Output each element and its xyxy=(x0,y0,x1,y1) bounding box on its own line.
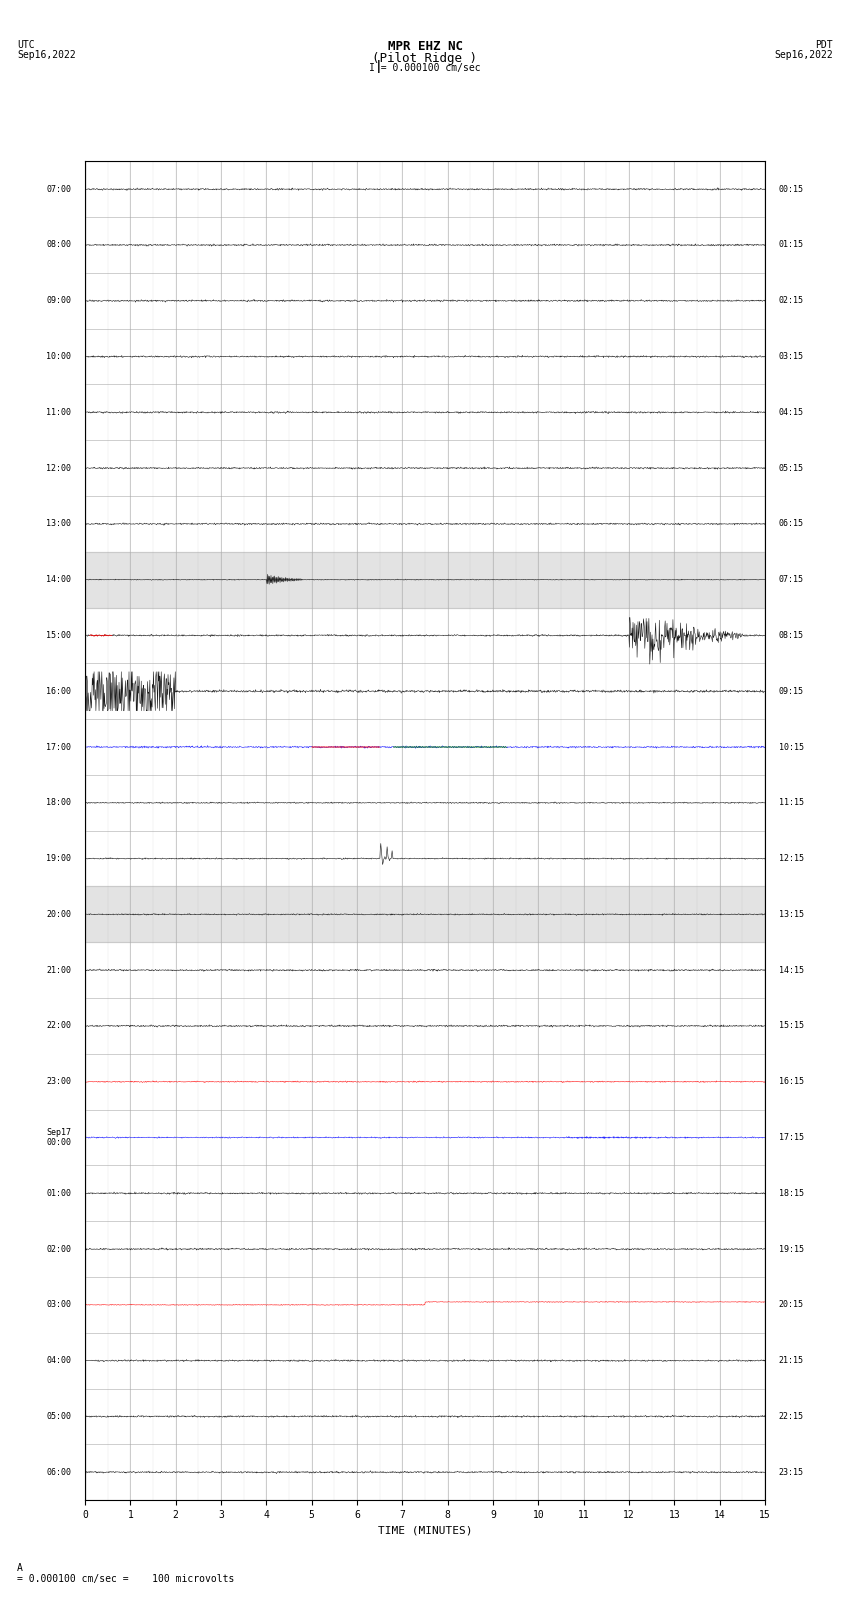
Text: 01:00: 01:00 xyxy=(47,1189,71,1198)
Text: 11:00: 11:00 xyxy=(47,408,71,416)
Text: 12:15: 12:15 xyxy=(779,855,803,863)
Text: 05:00: 05:00 xyxy=(47,1411,71,1421)
Text: |: | xyxy=(375,60,382,73)
Text: 15:15: 15:15 xyxy=(779,1021,803,1031)
Text: 08:00: 08:00 xyxy=(47,240,71,250)
Text: 01:15: 01:15 xyxy=(779,240,803,250)
Text: 09:00: 09:00 xyxy=(47,297,71,305)
Text: 00:15: 00:15 xyxy=(779,185,803,194)
X-axis label: TIME (MINUTES): TIME (MINUTES) xyxy=(377,1526,473,1536)
Text: 23:15: 23:15 xyxy=(779,1468,803,1476)
Text: 13:15: 13:15 xyxy=(779,910,803,919)
Text: UTC: UTC xyxy=(17,40,35,50)
Bar xyxy=(85,887,765,942)
Bar xyxy=(85,552,765,608)
Text: A: A xyxy=(17,1563,23,1573)
Text: 02:15: 02:15 xyxy=(779,297,803,305)
Text: 03:00: 03:00 xyxy=(47,1300,71,1310)
Text: 22:15: 22:15 xyxy=(779,1411,803,1421)
Text: 09:15: 09:15 xyxy=(779,687,803,695)
Text: 17:00: 17:00 xyxy=(47,742,71,752)
Text: 11:15: 11:15 xyxy=(779,798,803,806)
Text: 04:00: 04:00 xyxy=(47,1357,71,1365)
Text: 14:15: 14:15 xyxy=(779,966,803,974)
Text: 16:15: 16:15 xyxy=(779,1077,803,1086)
Text: 19:15: 19:15 xyxy=(779,1245,803,1253)
Text: (Pilot Ridge ): (Pilot Ridge ) xyxy=(372,52,478,65)
Text: 05:15: 05:15 xyxy=(779,463,803,473)
Text: 06:15: 06:15 xyxy=(779,519,803,529)
Text: 21:00: 21:00 xyxy=(47,966,71,974)
Text: MPR EHZ NC: MPR EHZ NC xyxy=(388,40,462,53)
Text: 17:15: 17:15 xyxy=(779,1132,803,1142)
Text: 10:00: 10:00 xyxy=(47,352,71,361)
Text: 14:00: 14:00 xyxy=(47,576,71,584)
Text: 15:00: 15:00 xyxy=(47,631,71,640)
Text: 10:15: 10:15 xyxy=(779,742,803,752)
Text: Sep16,2022: Sep16,2022 xyxy=(774,50,833,60)
Text: 20:15: 20:15 xyxy=(779,1300,803,1310)
Text: Sep17
00:00: Sep17 00:00 xyxy=(47,1127,71,1147)
Text: 19:00: 19:00 xyxy=(47,855,71,863)
Text: 02:00: 02:00 xyxy=(47,1245,71,1253)
Text: 13:00: 13:00 xyxy=(47,519,71,529)
Text: 04:15: 04:15 xyxy=(779,408,803,416)
Text: 22:00: 22:00 xyxy=(47,1021,71,1031)
Text: 16:00: 16:00 xyxy=(47,687,71,695)
Text: 23:00: 23:00 xyxy=(47,1077,71,1086)
Text: 06:00: 06:00 xyxy=(47,1468,71,1476)
Text: 07:00: 07:00 xyxy=(47,185,71,194)
Text: 21:15: 21:15 xyxy=(779,1357,803,1365)
Text: 08:15: 08:15 xyxy=(779,631,803,640)
Text: 18:00: 18:00 xyxy=(47,798,71,806)
Text: Sep16,2022: Sep16,2022 xyxy=(17,50,76,60)
Text: = 0.000100 cm/sec =    100 microvolts: = 0.000100 cm/sec = 100 microvolts xyxy=(17,1574,235,1584)
Text: 03:15: 03:15 xyxy=(779,352,803,361)
Text: 18:15: 18:15 xyxy=(779,1189,803,1198)
Text: I = 0.000100 cm/sec: I = 0.000100 cm/sec xyxy=(369,63,481,73)
Text: 07:15: 07:15 xyxy=(779,576,803,584)
Text: 12:00: 12:00 xyxy=(47,463,71,473)
Text: PDT: PDT xyxy=(815,40,833,50)
Text: 20:00: 20:00 xyxy=(47,910,71,919)
